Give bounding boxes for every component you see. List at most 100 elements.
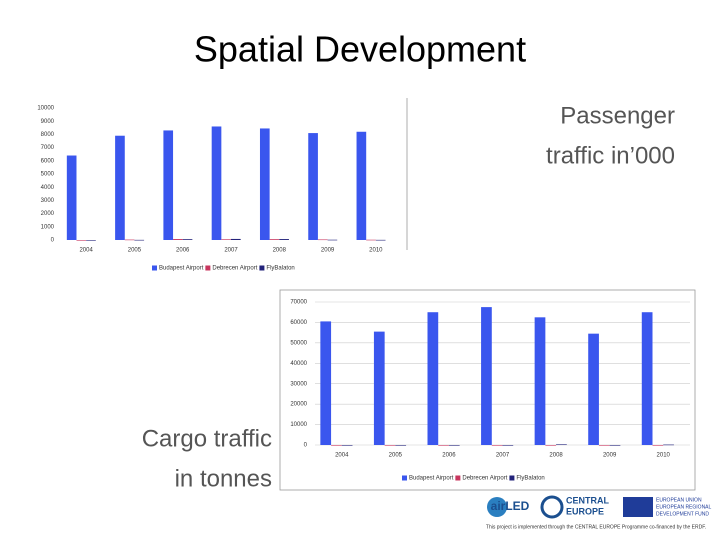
y-tick-label: 10000 <box>290 422 307 428</box>
bar <box>556 444 567 445</box>
footer: airLED CENTRAL EUROPE EUROPEAN UNION EUR… <box>486 495 712 530</box>
y-tick-label: 1000 <box>41 224 55 230</box>
legend-label: FlyBalaton <box>516 476 544 482</box>
y-tick-label: 2000 <box>41 211 55 217</box>
x-tick-label: 2008 <box>549 453 563 459</box>
y-tick-label: 60000 <box>290 320 307 326</box>
y-tick-label: 7000 <box>41 145 55 151</box>
logo-mark <box>487 497 507 517</box>
logo-text: EUROPEAN UNION <box>656 497 702 503</box>
bar <box>259 128 270 240</box>
bar <box>308 133 318 240</box>
x-tick-label: 2010 <box>369 248 383 254</box>
bar <box>115 135 125 240</box>
bar <box>231 238 241 240</box>
x-tick-label: 2007 <box>224 248 238 254</box>
logo-text: CENTRAL <box>566 495 609 505</box>
y-tick-label: 20000 <box>290 402 307 408</box>
bar <box>438 445 449 446</box>
bar <box>491 445 503 446</box>
x-tick-label: 2005 <box>128 248 142 254</box>
bar <box>327 239 338 241</box>
caption: in tonnes <box>175 465 272 492</box>
bar <box>221 239 231 240</box>
bar <box>502 445 514 446</box>
x-tick-label: 2006 <box>176 248 190 254</box>
legend-swatch <box>152 265 157 271</box>
bar <box>641 312 653 445</box>
y-tick-label: 70000 <box>290 300 307 306</box>
x-tick-label: 2009 <box>321 248 335 254</box>
bar <box>534 317 546 445</box>
bar <box>134 239 145 241</box>
y-tick-label: 30000 <box>290 381 307 387</box>
y-tick-label: 10000 <box>37 106 54 112</box>
bar <box>448 445 460 446</box>
bar <box>66 155 77 240</box>
legend-label: FlyBalaton <box>266 266 294 272</box>
bar <box>320 321 332 445</box>
legend-label: Debrecen Airport <box>462 476 507 482</box>
bar <box>366 239 376 241</box>
logo-text: EUROPEAN REGIONAL <box>656 504 712 510</box>
caption: Passenger <box>560 102 675 129</box>
legend-label: Budapest Airport <box>159 266 204 272</box>
logo-text: DEVELOPMENT FUND <box>656 511 709 517</box>
bar <box>395 445 407 446</box>
bar <box>427 312 439 445</box>
caption: traffic in’000 <box>546 142 675 169</box>
x-tick-label: 2004 <box>335 453 349 459</box>
y-tick-label: 6000 <box>41 158 55 164</box>
bar <box>373 331 385 445</box>
y-tick-label: 9000 <box>41 119 55 125</box>
y-tick-label: 4000 <box>41 185 55 191</box>
x-tick-label: 2006 <box>442 453 456 459</box>
bar <box>163 130 174 240</box>
logo-mark <box>540 495 564 519</box>
logo-text: airLED <box>491 499 530 513</box>
bar <box>481 307 492 445</box>
y-tick-label: 5000 <box>41 172 55 178</box>
logo-text: EUROPE <box>566 506 604 516</box>
legend-swatch <box>455 475 461 481</box>
legend-swatch <box>259 265 265 271</box>
eu-flag <box>623 497 653 517</box>
bar <box>124 239 135 241</box>
slide-title: Spatial Development <box>194 29 526 70</box>
bar <box>652 445 664 446</box>
bar <box>173 239 183 240</box>
y-tick-label: 50000 <box>290 340 307 346</box>
footer-note: This project is implemented through the … <box>486 524 706 530</box>
bar <box>76 240 87 241</box>
x-tick-label: 2005 <box>389 453 403 459</box>
bar <box>598 445 610 446</box>
caption: Cargo traffic <box>142 425 272 452</box>
bar <box>269 239 280 240</box>
bar <box>384 445 396 446</box>
bar <box>317 239 328 241</box>
bar <box>182 239 193 240</box>
bar <box>211 126 222 240</box>
y-tick-label: 40000 <box>290 361 307 367</box>
bar <box>86 240 96 241</box>
x-tick-label: 2010 <box>657 453 671 459</box>
legend-swatch <box>402 475 407 481</box>
bar <box>588 333 599 445</box>
y-tick-label: 0 <box>51 238 55 244</box>
x-tick-label: 2007 <box>496 453 510 459</box>
y-tick-label: 3000 <box>41 198 55 204</box>
bar <box>341 445 353 446</box>
bar <box>356 131 367 240</box>
y-tick-label: 8000 <box>41 132 55 138</box>
x-tick-label: 2008 <box>273 248 287 254</box>
legend-swatch <box>205 265 211 271</box>
bar <box>663 444 674 446</box>
x-tick-label: 2009 <box>603 453 617 459</box>
y-tick-label: 0 <box>304 443 308 449</box>
bar <box>331 445 342 446</box>
bar <box>545 445 557 446</box>
bar <box>375 239 386 241</box>
legend-swatch <box>509 475 515 481</box>
legend-label: Debrecen Airport <box>212 266 257 272</box>
